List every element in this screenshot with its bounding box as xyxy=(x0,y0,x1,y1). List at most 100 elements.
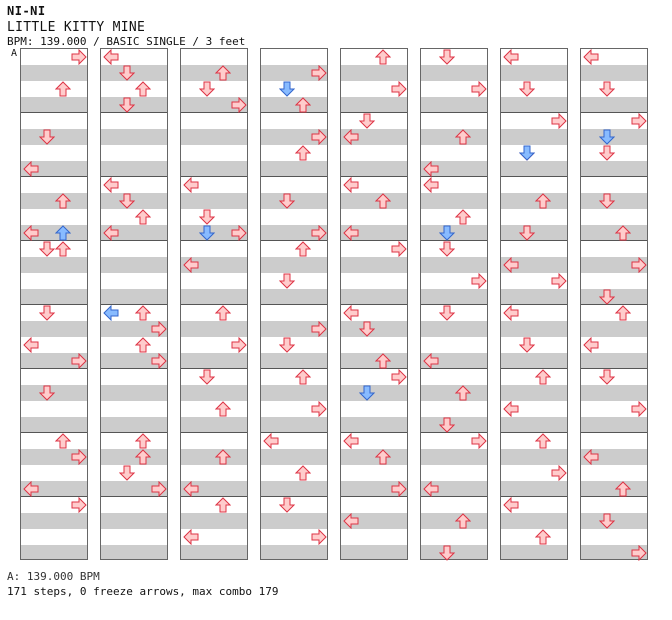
step-arrow-right-icon xyxy=(551,113,567,129)
step-arrow-right-icon xyxy=(151,321,167,337)
step-arrow-down-icon xyxy=(519,337,535,353)
step-arrow-right-icon xyxy=(471,433,487,449)
measure-line xyxy=(341,112,407,113)
measure-line xyxy=(21,496,87,497)
step-arrow-blue-down-icon xyxy=(279,81,295,97)
step-arrow-down-icon xyxy=(439,49,455,65)
step-arrow-down-icon xyxy=(439,241,455,257)
step-arrow-up-icon xyxy=(295,241,311,257)
step-arrow-right-icon xyxy=(71,353,87,369)
step-arrow-right-icon xyxy=(311,321,327,337)
step-arrow-left-icon xyxy=(103,177,119,193)
step-arrow-up-icon xyxy=(455,385,471,401)
measure-line xyxy=(581,304,647,305)
measure-line xyxy=(341,432,407,433)
step-arrow-left-icon xyxy=(503,49,519,65)
step-arrow-left-icon xyxy=(103,225,119,241)
step-arrow-left-icon xyxy=(583,49,599,65)
step-arrow-down-icon xyxy=(199,81,215,97)
measure-line xyxy=(21,368,87,369)
step-arrow-left-icon xyxy=(343,305,359,321)
step-arrow-down-icon xyxy=(439,545,455,561)
measure-line xyxy=(181,432,247,433)
step-arrow-up-icon xyxy=(615,225,631,241)
measure-line xyxy=(101,496,167,497)
step-arrow-down-icon xyxy=(439,417,455,433)
step-arrow-left-icon xyxy=(343,129,359,145)
step-arrow-blue-down-icon xyxy=(199,225,215,241)
step-arrow-right-icon xyxy=(231,225,247,241)
step-arrow-up-icon xyxy=(535,433,551,449)
measure-line xyxy=(341,496,407,497)
measure-line xyxy=(501,368,567,369)
measure-line xyxy=(341,176,407,177)
measure-line xyxy=(501,304,567,305)
step-arrow-up-icon xyxy=(455,129,471,145)
measure-line xyxy=(501,496,567,497)
step-arrow-right-icon xyxy=(231,337,247,353)
step-arrow-left-icon xyxy=(263,433,279,449)
step-arrow-left-icon xyxy=(423,353,439,369)
step-arrow-down-icon xyxy=(279,497,295,513)
step-arrow-up-icon xyxy=(295,369,311,385)
bpm-summary: A: 139.000 BPM xyxy=(7,570,100,583)
step-arrow-right-icon xyxy=(311,129,327,145)
step-arrow-right-icon xyxy=(391,81,407,97)
step-arrow-up-icon xyxy=(55,193,71,209)
measure-line xyxy=(341,240,407,241)
step-arrow-down-icon xyxy=(199,369,215,385)
measure-line xyxy=(181,304,247,305)
step-arrow-up-icon xyxy=(215,449,231,465)
measure-line xyxy=(261,112,327,113)
step-arrow-left-icon xyxy=(23,225,39,241)
step-arrow-right-icon xyxy=(71,449,87,465)
step-arrow-down-icon xyxy=(599,145,615,161)
step-arrow-down-icon xyxy=(599,193,615,209)
step-arrow-right-icon xyxy=(471,81,487,97)
measure-line xyxy=(101,368,167,369)
step-arrow-right-icon xyxy=(391,369,407,385)
step-arrow-left-icon xyxy=(343,433,359,449)
artist-name: NI-NI xyxy=(7,4,46,18)
step-arrow-up-icon xyxy=(375,49,391,65)
step-arrow-left-icon xyxy=(503,401,519,417)
step-arrow-down-icon xyxy=(359,321,375,337)
step-arrow-down-icon xyxy=(199,209,215,225)
step-arrow-right-icon xyxy=(151,481,167,497)
measure-line xyxy=(101,240,167,241)
step-arrow-left-icon xyxy=(343,177,359,193)
step-arrow-down-icon xyxy=(599,513,615,529)
measure-line xyxy=(181,112,247,113)
measure-line xyxy=(581,368,647,369)
step-arrow-left-icon xyxy=(23,337,39,353)
step-arrow-left-icon xyxy=(583,449,599,465)
step-arrow-up-icon xyxy=(295,97,311,113)
step-arrow-up-icon xyxy=(215,305,231,321)
step-arrow-down-icon xyxy=(119,97,135,113)
measure-line xyxy=(501,432,567,433)
measure-line xyxy=(421,176,487,177)
step-arrow-right-icon xyxy=(471,273,487,289)
step-arrow-down-icon xyxy=(279,273,295,289)
step-arrow-up-icon xyxy=(135,449,151,465)
step-arrow-up-icon xyxy=(455,209,471,225)
step-arrow-right-icon xyxy=(631,401,647,417)
step-arrow-left-icon xyxy=(423,161,439,177)
step-arrow-left-icon xyxy=(423,177,439,193)
step-arrow-left-icon xyxy=(423,481,439,497)
step-arrow-left-icon xyxy=(183,529,199,545)
step-arrow-up-icon xyxy=(455,513,471,529)
measure-line xyxy=(101,112,167,113)
step-arrow-right-icon xyxy=(631,545,647,561)
step-arrow-right-icon xyxy=(71,497,87,513)
measure-line xyxy=(21,304,87,305)
step-arrow-right-icon xyxy=(311,401,327,417)
step-arrow-up-icon xyxy=(135,337,151,353)
measure-line xyxy=(181,496,247,497)
measure-line xyxy=(21,432,87,433)
step-arrow-up-icon xyxy=(135,433,151,449)
measure-line xyxy=(261,176,327,177)
step-arrow-left-icon xyxy=(583,337,599,353)
step-arrow-right-icon xyxy=(631,257,647,273)
step-arrow-right-icon xyxy=(71,49,87,65)
